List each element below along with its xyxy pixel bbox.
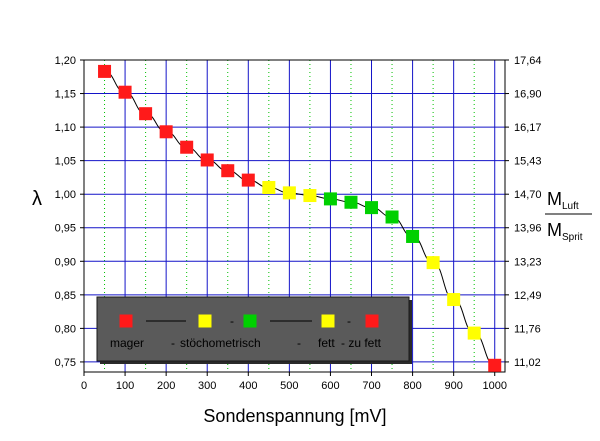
- y-tick-label: 1,00: [55, 189, 76, 201]
- legend-label: -: [297, 336, 301, 350]
- legend-label: fett: [318, 336, 335, 350]
- y-tick-label: 1,15: [55, 89, 76, 101]
- x-tick-label: 300: [198, 380, 216, 392]
- data-point-green: [323, 192, 337, 206]
- axes: 0 100 200 300 400 500 600 700 800 900 1000 0,75 11,0…: [55, 55, 542, 392]
- y-tick-label: 0,80: [55, 323, 76, 335]
- y2-denominator: MSprit: [547, 220, 583, 243]
- x-tick-label: 400: [239, 380, 257, 392]
- y2-tick-label: 16,17: [514, 122, 542, 134]
- legend-symbol-green: [243, 314, 257, 328]
- y2-tick-label: 13,23: [514, 256, 542, 268]
- x-tick-label: 500: [280, 380, 298, 392]
- legend-label: mager: [110, 336, 144, 350]
- y2-tick-label: 15,43: [514, 156, 542, 168]
- y2-tick-label: 16,90: [514, 89, 542, 101]
- y2-numerator: MLuft: [547, 189, 579, 212]
- y2-tick-label: 11,02: [514, 357, 541, 369]
- x-tick-label: 0: [81, 380, 87, 392]
- data-point-green: [344, 195, 358, 209]
- y-tick-label: 0,85: [55, 290, 76, 302]
- x-tick-label: 700: [362, 380, 380, 392]
- x-axis-label: Sondenspannung [mV]: [203, 406, 386, 426]
- y-tick-label: 0,75: [55, 357, 76, 369]
- data-point-green: [385, 210, 399, 224]
- data-point-yellow: [467, 326, 481, 340]
- y2-tick-label: 11,76: [514, 323, 541, 335]
- x-tick-label: 100: [116, 380, 134, 392]
- x-tick-label: 800: [403, 380, 421, 392]
- data-point-green: [365, 201, 379, 215]
- x-tick-label: 200: [157, 380, 175, 392]
- data-point-red: [139, 107, 153, 121]
- legend-label: -: [171, 336, 175, 350]
- data-point-red: [180, 140, 194, 154]
- data-point-red: [221, 164, 235, 178]
- y2-tick-label: 12,49: [514, 290, 542, 302]
- y2-axis-label: MLuft MSprit: [545, 189, 592, 243]
- legend-symbol-yellow: [198, 314, 212, 328]
- data-point-yellow: [426, 256, 440, 270]
- y-tick-label: 0,95: [55, 223, 76, 235]
- legend-symbol-yellow: [321, 314, 335, 328]
- x-tick-label: 600: [321, 380, 339, 392]
- data-point-yellow: [447, 293, 461, 307]
- y-tick-label: 1,05: [55, 156, 76, 168]
- x-tick-label: 900: [444, 380, 462, 392]
- data-point-yellow: [303, 189, 317, 203]
- data-point-yellow: [262, 180, 276, 194]
- legend: - -mager - stöchometrisch - fett - zu fett: [96, 296, 412, 364]
- data-point-red: [200, 153, 214, 167]
- data-point-red: [98, 64, 112, 78]
- y-tick-label: 1,20: [55, 55, 76, 67]
- data-point-red: [118, 85, 132, 99]
- legend-symbol-red: [365, 314, 379, 328]
- y2-tick-label: 14,70: [514, 189, 542, 201]
- y2-tick-label: 17,64: [514, 55, 542, 67]
- series: [98, 64, 502, 372]
- legend-dash: -: [230, 314, 234, 328]
- y-axis-label: λ: [32, 188, 42, 210]
- legend-label: stöchometrisch: [180, 336, 261, 350]
- data-point-green: [406, 229, 420, 243]
- legend-box: [96, 296, 410, 362]
- data-point-yellow: [282, 186, 296, 200]
- y-tick-label: 0,90: [55, 256, 76, 268]
- x-tick-label: 1000: [482, 380, 506, 392]
- legend-label: - zu fett: [341, 336, 382, 350]
- legend-dash: -: [347, 314, 351, 328]
- legend-symbol-red: [119, 314, 133, 328]
- data-point-red: [159, 125, 173, 139]
- y2-tick-label: 13,96: [514, 223, 542, 235]
- data-point-red: [488, 358, 502, 372]
- y-tick-label: 1,10: [55, 122, 76, 134]
- data-point-red: [241, 173, 255, 187]
- plot-frame: [83, 59, 506, 373]
